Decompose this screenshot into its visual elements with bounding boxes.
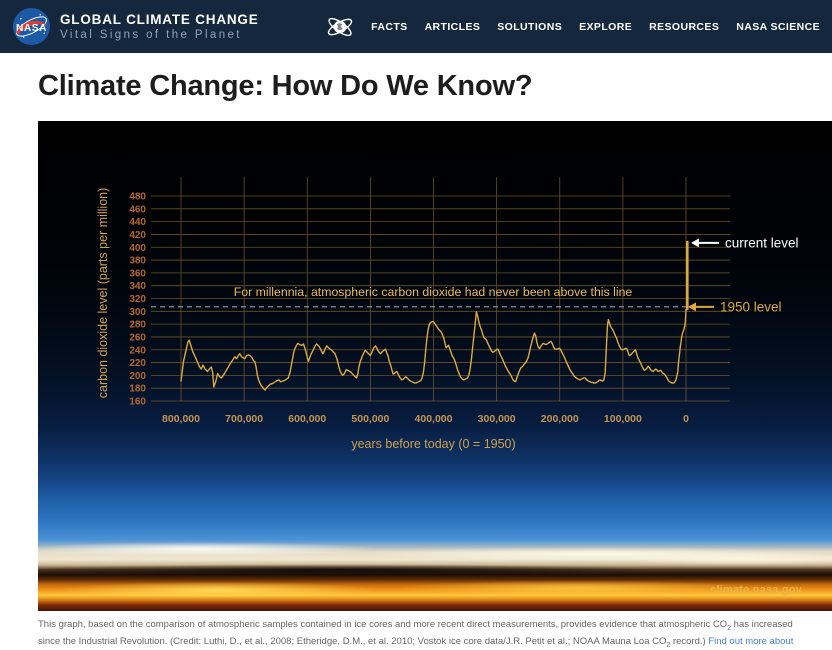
svg-text:440: 440 [129, 217, 146, 228]
svg-text:800,000: 800,000 [162, 413, 200, 425]
svg-text:340: 340 [129, 281, 146, 292]
svg-text:180: 180 [129, 384, 146, 395]
svg-text:200: 200 [129, 371, 146, 382]
svg-text:500,000: 500,000 [351, 413, 389, 425]
svg-text:220: 220 [129, 358, 146, 369]
brand-link[interactable]: NASA GLOBAL CLIMATE CHANGE Vital Signs o… [12, 7, 259, 46]
svg-text:0: 0 [683, 413, 689, 425]
gridlines [151, 177, 730, 402]
svg-text:400: 400 [129, 243, 146, 254]
x-axis-labels: 800,000 700,000 600,000 500,000 400,000 300,0… [162, 413, 689, 425]
nav-item-solutions[interactable]: SOLUTIONS [497, 20, 563, 33]
svg-text:460: 460 [129, 204, 146, 215]
svg-text:700,000: 700,000 [225, 413, 263, 425]
nasa-logo-icon: NASA [12, 7, 51, 46]
caption-text: has increased since the Industrial Revol… [38, 619, 793, 648]
svg-text:1950 level: 1950 level [720, 299, 782, 314]
svg-text:280: 280 [129, 320, 146, 331]
svg-text:400,000: 400,000 [415, 413, 453, 425]
current-level-annotation: current level [691, 235, 799, 250]
svg-text:current level: current level [725, 235, 799, 250]
site-header: NASA GLOBAL CLIMATE CHANGE Vital Signs o… [0, 0, 832, 53]
subscript: 2 [727, 624, 732, 632]
co2-chart-figure: 160 180 200 220 240 260 280 300 320 340 360 380 400 4… [38, 121, 832, 611]
figure-caption: This graph, based on the comparison of a… [38, 618, 794, 650]
nav-item-resources[interactable]: RESOURCES [649, 20, 720, 33]
level-1950-annotation: 1950 level [688, 299, 782, 314]
svg-text:600,000: 600,000 [288, 413, 326, 425]
y-axis-title: carbon dioxide level (parts per million) [96, 188, 110, 399]
svg-text:160: 160 [129, 397, 146, 408]
svg-text:260: 260 [129, 332, 146, 343]
svg-text:360: 360 [129, 268, 146, 279]
svg-text:320: 320 [129, 294, 146, 305]
brand-text: GLOBAL CLIMATE CHANGE Vital Signs of the… [60, 12, 259, 41]
main-nav: FACTS ARTICLES SOLUTIONS EXPLORE RESOURC… [371, 21, 820, 33]
svg-text:NASA: NASA [16, 23, 47, 34]
svg-text:200,000: 200,000 [541, 413, 579, 425]
millennia-annotation: For millennia, atmospheric carbon dioxid… [234, 285, 633, 299]
svg-text:100,000: 100,000 [604, 413, 642, 425]
caption-text: record.) [670, 636, 709, 648]
caption-text: This graph, based on the comparison of a… [38, 619, 728, 630]
orbit-earth-icon[interactable] [323, 12, 357, 42]
svg-text:240: 240 [129, 345, 146, 356]
ice-cores-link[interactable]: Find out more about ice cores [708, 636, 794, 648]
svg-text:380: 380 [129, 256, 146, 267]
nav-item-facts[interactable]: FACTS [371, 20, 408, 33]
svg-text:480: 480 [129, 192, 146, 203]
brand-subtitle: Vital Signs of the Planet [60, 29, 242, 41]
watermark: climate.nasa.gov [710, 584, 802, 596]
page-title: Climate Change: How Do We Know? [38, 70, 533, 102]
brand-title: GLOBAL CLIMATE CHANGE [60, 12, 259, 27]
svg-text:420: 420 [129, 230, 146, 241]
svg-text:300: 300 [129, 307, 146, 318]
nav-item-nasa-science[interactable]: NASA SCIENCE [736, 20, 820, 33]
x-axis-title: years before today (0 = 1950) [351, 437, 515, 451]
svg-text:300,000: 300,000 [478, 413, 516, 425]
nav-item-explore[interactable]: EXPLORE [579, 20, 633, 33]
co2-curve [180, 308, 687, 391]
subscript: 2 [666, 642, 671, 650]
nav-item-articles[interactable]: ARTICLES [424, 20, 481, 33]
